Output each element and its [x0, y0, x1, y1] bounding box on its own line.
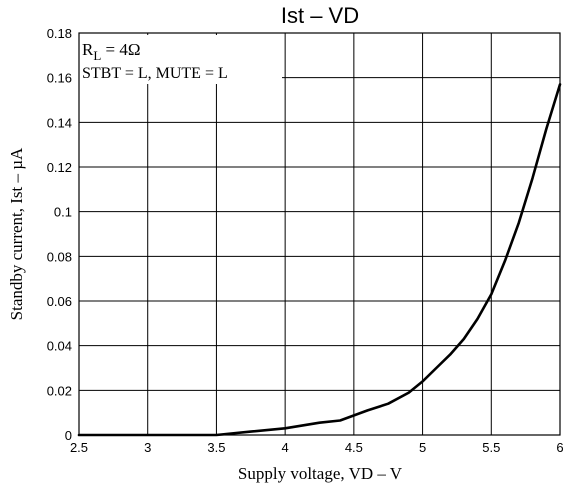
y-tick-label: 0.18: [47, 26, 72, 41]
y-tick-label: 0.1: [54, 205, 72, 220]
x-tick-label: 2.5: [70, 440, 88, 455]
y-tick-label: 0.04: [47, 339, 72, 354]
y-tick-labels: 0 0.02 0.04 0.06 0.08 0.1 0.12 0.14 0.16 0.18: [47, 26, 72, 443]
y-tick-label: 0.14: [47, 115, 72, 130]
plot-frame: [78, 32, 561, 436]
y-tick-label: 0.02: [47, 383, 72, 398]
x-tick-label: 6: [556, 440, 563, 455]
x-tick-label: 5.5: [482, 440, 500, 455]
annotation-conditions: STBT = L, MUTE = L: [82, 65, 228, 82]
annotation-load: RL = 4Ω: [82, 40, 141, 63]
x-tick-labels: 2.5 3 3.5 4 4.5 5 5.5 6: [70, 440, 564, 455]
y-tick-label: 0: [65, 428, 72, 443]
x-tick-label: 5: [419, 440, 426, 455]
series-line: [77, 83, 562, 437]
annotation-load-sub: L: [93, 48, 101, 63]
chart-title: Ist – VD: [281, 3, 359, 28]
annotation-load-rest: = 4Ω: [101, 40, 140, 59]
y-axis-label: Standby current, Ist – µA: [7, 147, 26, 320]
x-tick-label: 4.5: [345, 440, 363, 455]
x-tick-label: 3.5: [207, 440, 225, 455]
y-tick-label: 0.12: [47, 160, 72, 175]
y-tick-label: 0.08: [47, 249, 72, 264]
grid-lines: [79, 33, 560, 435]
annotation-box: [79, 35, 282, 84]
y-tick-label: 0.06: [47, 294, 72, 309]
x-tick-label: 3: [144, 440, 151, 455]
annotation-load-main: R: [82, 40, 94, 59]
x-tick-label: 4: [282, 440, 289, 455]
x-axis-label: Supply voltage, VD – V: [238, 464, 403, 483]
y-tick-label: 0.16: [47, 71, 72, 86]
